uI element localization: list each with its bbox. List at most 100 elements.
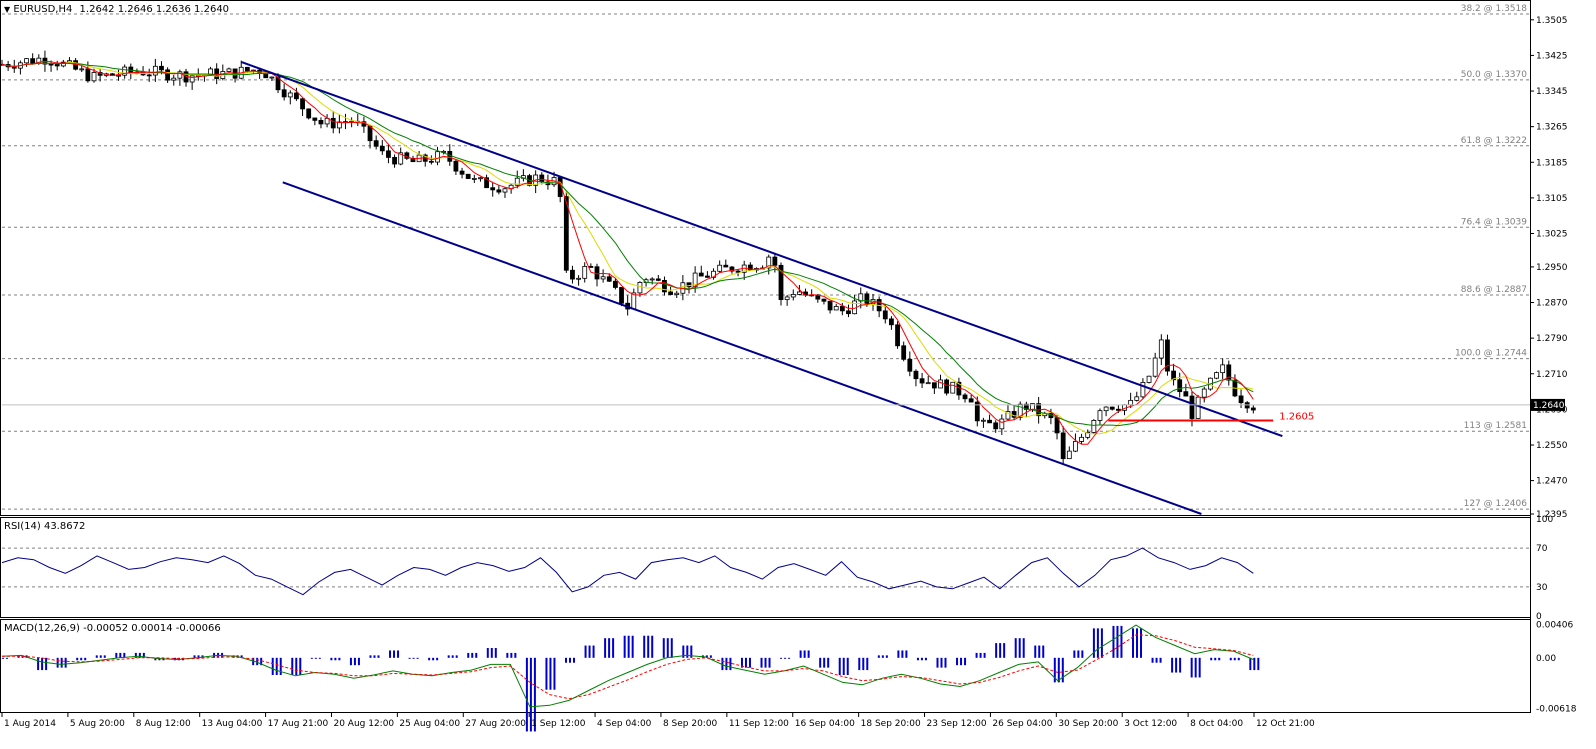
- candle-body: [944, 379, 950, 394]
- macd-histogram-bar: [529, 657, 532, 732]
- time-tick-label: 8 Oct 04:00: [1190, 719, 1243, 729]
- macd-histogram-bar: [1171, 657, 1174, 673]
- rsi-panel: 100 70 30 0: [1, 515, 1553, 622]
- macd-histogram-bar: [1081, 650, 1084, 658]
- macd-histogram-bar: [944, 657, 947, 668]
- candle-body: [159, 65, 164, 71]
- macd-histogram-bar: [1014, 638, 1017, 658]
- candle-body: [864, 293, 870, 305]
- symbol-label: EURUSD,H4: [13, 4, 73, 15]
- macd-histogram-bar: [314, 657, 317, 659]
- time-axis: 1 Aug 2014 5 Aug 20:00 8 Aug 12:00 13 Aug 0…: [1, 713, 1315, 729]
- macd-histogram-bar: [670, 638, 673, 658]
- candle-body: [294, 92, 299, 100]
- ma-mid-line: [1, 61, 1254, 435]
- price-tick-label: 1.3185: [1536, 158, 1568, 168]
- macd-histogram-bar: [569, 657, 572, 663]
- macd-histogram-bar: [373, 655, 376, 658]
- macd-histogram-bar: [842, 657, 845, 675]
- candle-body: [1115, 408, 1121, 411]
- time-tick-label: 4 Sep 04:00: [597, 719, 652, 729]
- macd-histogram-bar: [138, 652, 141, 658]
- candle-body: [797, 291, 802, 295]
- candle-body: [588, 266, 594, 268]
- candle-body: [938, 379, 943, 389]
- macd-histogram-bar: [1179, 657, 1182, 673]
- macd-histogram-bar: [349, 657, 352, 666]
- price-axis: 1.3505 1.3425 1.3345 1.3265 1.3185 1.3105 1.30…: [2, 16, 1568, 520]
- candle-body: [392, 157, 397, 165]
- macd-histogram-bar: [84, 657, 87, 661]
- macd-histogram-bar: [1190, 657, 1193, 678]
- fib-levels: 38.2 @ 1.3518 50.0 @ 1.3370 61.8 @ 1.3222 7…: [2, 4, 1530, 510]
- macd-histogram-bar: [846, 657, 849, 675]
- macd-histogram-bar: [432, 657, 435, 661]
- candle-body: [747, 264, 753, 271]
- candle-body: [502, 188, 508, 193]
- rsi-tick-label: 30: [1536, 583, 1548, 593]
- macd-histogram-bar: [119, 652, 122, 658]
- macd-histogram-bar: [627, 635, 630, 658]
- candle-body: [1165, 339, 1170, 372]
- macd-histogram-bar: [1042, 645, 1045, 658]
- candle-body: [1220, 364, 1226, 374]
- candle-body: [655, 278, 661, 281]
- macd-histogram-bar: [940, 657, 943, 668]
- macd-histogram-bar: [651, 635, 654, 658]
- price-tick-label: 1.2710: [1536, 370, 1568, 380]
- macd-histogram-bar: [643, 635, 646, 658]
- candle-body: [1201, 388, 1207, 398]
- macd-histogram-bar: [1136, 628, 1139, 658]
- candle-body: [1097, 410, 1103, 421]
- macd-histogram-bar: [682, 645, 685, 658]
- price-tick-label: 1.3425: [1536, 51, 1568, 61]
- macd-histogram-bar: [709, 655, 712, 658]
- macd-histogram-bar: [964, 657, 967, 666]
- macd-histogram-bar: [1034, 645, 1037, 658]
- symbol-header: ▼ EURUSD,H4 1.2642 1.2646 1.2636 1.2640: [4, 4, 229, 15]
- price-tick-label: 1.3505: [1536, 16, 1568, 26]
- candle-body: [435, 151, 440, 163]
- candle-body: [428, 160, 434, 163]
- candle-body: [11, 66, 17, 69]
- macd-histogram-bar: [397, 650, 400, 658]
- macd-histogram-bar: [436, 657, 439, 661]
- macd-histogram-bar: [881, 655, 884, 658]
- candle-body: [827, 300, 833, 311]
- candle-body: [410, 157, 416, 163]
- macd-histogram-bar: [123, 652, 126, 658]
- candle-body: [152, 65, 158, 76]
- macd-histogram-bar: [803, 650, 806, 658]
- candle-body: [662, 280, 667, 293]
- candle-body: [244, 66, 250, 72]
- macd-histogram-bar: [279, 657, 282, 675]
- candle-body: [330, 117, 336, 129]
- macd-histogram-bar: [6, 657, 8, 659]
- price-tick-label: 1.2550: [1536, 441, 1568, 451]
- fib-level-label: 88.6 @ 1.2887: [1461, 285, 1527, 295]
- candle-body: [269, 76, 275, 79]
- price-panel-frame: [0, 0, 1531, 516]
- price-tick-label: 1.3345: [1536, 87, 1568, 97]
- candle-body: [471, 178, 477, 180]
- candle-body: [919, 378, 925, 384]
- candle-body: [931, 382, 937, 389]
- candle-body: [48, 63, 54, 66]
- candle-body: [1226, 364, 1232, 381]
- macd-histogram-bar: [662, 638, 665, 658]
- candle-body: [1091, 420, 1097, 433]
- macd-histogram-bar: [41, 657, 44, 671]
- time-tick-label: 5 Aug 20:00: [70, 719, 125, 729]
- macd-histogram-bar: [416, 657, 419, 659]
- candle-body: [24, 58, 29, 64]
- candle-body: [91, 72, 97, 82]
- macd-histogram-bar: [956, 657, 959, 666]
- candle-body: [177, 71, 183, 79]
- macd-histogram-bar: [256, 657, 259, 666]
- macd-histogram-bar: [2, 657, 4, 659]
- macd-histogram-bar: [1218, 657, 1221, 661]
- candle-body: [692, 272, 698, 288]
- macd-histogram-bar: [1120, 625, 1123, 658]
